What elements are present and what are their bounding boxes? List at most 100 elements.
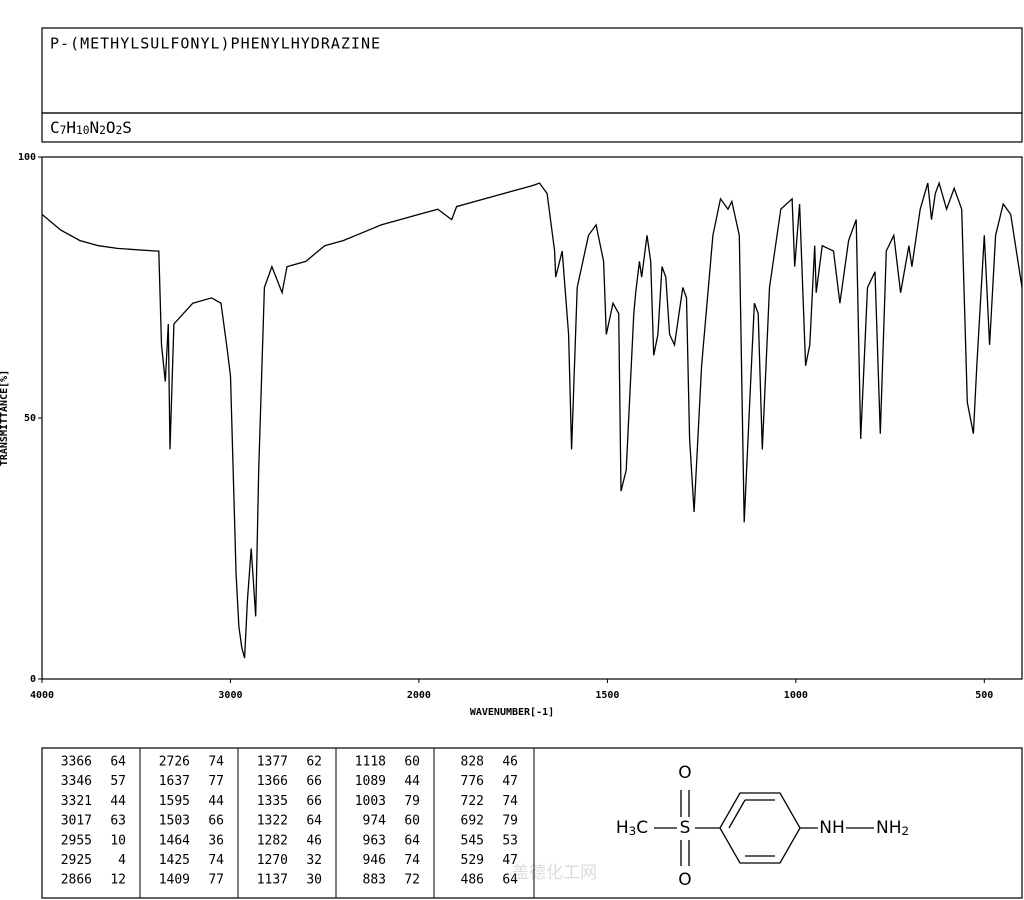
- peak-wavenumber: 3321: [61, 794, 92, 809]
- x-tick-label: 500: [975, 690, 993, 701]
- x-axis-label: WAVENUMBER[-1]: [470, 707, 554, 718]
- peak-transmittance: 74: [502, 794, 518, 809]
- x-tick-label: 2000: [407, 690, 431, 701]
- peak-wavenumber: 692: [461, 814, 484, 829]
- peak-wavenumber: 3017: [61, 814, 92, 829]
- peak-wavenumber: 1637: [159, 774, 190, 789]
- formula: C7H10N2O2S: [50, 118, 132, 138]
- peak-wavenumber: 1425: [159, 853, 190, 868]
- peak-wavenumber: 1137: [257, 873, 288, 888]
- peak-wavenumber: 1003: [355, 794, 386, 809]
- peak-transmittance: 74: [208, 755, 224, 770]
- peak-transmittance: 74: [208, 853, 224, 868]
- peak-transmittance: 66: [208, 814, 224, 829]
- peak-transmittance: 44: [208, 794, 224, 809]
- peak-wavenumber: 2726: [159, 755, 190, 770]
- peak-transmittance: 46: [306, 833, 322, 848]
- peak-wavenumber: 1409: [159, 873, 190, 888]
- peak-transmittance: 4: [118, 853, 126, 868]
- peak-transmittance: 74: [404, 853, 420, 868]
- peak-wavenumber: 1335: [257, 794, 288, 809]
- atom: O: [678, 870, 691, 890]
- x-tick-label: 1500: [595, 690, 619, 701]
- peak-transmittance: 47: [502, 853, 518, 868]
- peak-wavenumber: 722: [461, 794, 484, 809]
- peak-transmittance: 53: [502, 833, 518, 848]
- spectrum-line: [41, 181, 1023, 659]
- peak-transmittance: 36: [208, 833, 224, 848]
- peak-wavenumber: 1282: [257, 833, 288, 848]
- peak-transmittance: 32: [306, 853, 322, 868]
- peak-wavenumber: 1595: [159, 794, 190, 809]
- plot: 0 50 100 4000 3000 2000 1500 1000 500: [18, 152, 1023, 701]
- peak-transmittance: 62: [306, 755, 322, 770]
- x-tick-label: 3000: [218, 690, 242, 701]
- formula-box: [41, 112, 1023, 143]
- peak-transmittance: 30: [306, 873, 322, 888]
- peak-wavenumber: 828: [461, 755, 484, 770]
- x-tick-label: 1000: [784, 690, 808, 701]
- atom: H3C: [616, 818, 648, 838]
- y-tick-label: 0: [30, 674, 36, 685]
- peak-wavenumber: 3366: [61, 755, 92, 770]
- peak-transmittance: 66: [306, 774, 322, 789]
- peak-transmittance: 77: [208, 873, 224, 888]
- peak-wavenumber: 1118: [355, 755, 386, 770]
- peak-table: 3366 64 3346 57 3321 44 3017 63 2955 10 2925 4 2866 1…: [61, 748, 535, 898]
- peak-wavenumber: 1377: [257, 755, 288, 770]
- atom: S: [680, 818, 691, 838]
- peak-transmittance: 44: [110, 794, 126, 809]
- peak-transmittance: 10: [110, 833, 126, 848]
- peak-transmittance: 64: [306, 814, 322, 829]
- peak-transmittance: 12: [110, 873, 126, 888]
- peak-transmittance: 63: [110, 814, 126, 829]
- peak-wavenumber: 946: [363, 853, 386, 868]
- y-tick-label: 50: [24, 413, 36, 424]
- peak-wavenumber: 545: [461, 833, 484, 848]
- atom: NH2: [876, 818, 909, 838]
- peak-table-box: [41, 747, 1023, 899]
- x-tick-label: 4000: [30, 690, 54, 701]
- peak-wavenumber: 2866: [61, 873, 92, 888]
- atom: O: [678, 763, 691, 783]
- peak-transmittance: 47: [502, 774, 518, 789]
- bond: [728, 799, 746, 829]
- atom: NH: [819, 818, 845, 838]
- plot-frame: [41, 156, 1023, 680]
- peak-transmittance: 64: [502, 873, 518, 888]
- peak-wavenumber: 883: [363, 873, 386, 888]
- peak-wavenumber: 1270: [257, 853, 288, 868]
- peak-wavenumber: 529: [461, 853, 484, 868]
- peak-wavenumber: 1089: [355, 774, 386, 789]
- peak-transmittance: 66: [306, 794, 322, 809]
- peak-transmittance: 72: [404, 873, 420, 888]
- peak-wavenumber: 974: [363, 814, 387, 829]
- peak-wavenumber: 1322: [257, 814, 288, 829]
- peak-wavenumber: 2955: [61, 833, 92, 848]
- peak-transmittance: 77: [208, 774, 224, 789]
- ring: [719, 792, 801, 864]
- peak-transmittance: 60: [404, 814, 420, 829]
- peak-wavenumber: 3346: [61, 774, 92, 789]
- compound-name: P-(METHYLSULFONYL)PHENYLHYDRAZINE: [50, 35, 381, 53]
- peak-transmittance: 64: [404, 833, 420, 848]
- structure: O S O H3C NH NH2: [616, 763, 909, 890]
- peak-wavenumber: 2925: [61, 853, 92, 868]
- peak-transmittance: 79: [404, 794, 420, 809]
- peak-transmittance: 64: [110, 755, 126, 770]
- peak-wavenumber: 776: [461, 774, 484, 789]
- peak-wavenumber: 1503: [159, 814, 190, 829]
- peak-wavenumber: 486: [461, 873, 484, 888]
- peak-wavenumber: 1366: [257, 774, 288, 789]
- peak-transmittance: 60: [404, 755, 420, 770]
- watermark: 盖德化工网: [512, 863, 597, 883]
- peak-transmittance: 79: [502, 814, 518, 829]
- y-tick-label: 100: [18, 152, 36, 163]
- peak-transmittance: 57: [110, 774, 126, 789]
- peak-wavenumber: 1464: [159, 833, 190, 848]
- peak-transmittance: 44: [404, 774, 420, 789]
- peak-wavenumber: 963: [363, 833, 386, 848]
- y-axis-label: TRANSMITTANCE[%]: [0, 370, 10, 466]
- peak-transmittance: 46: [502, 755, 518, 770]
